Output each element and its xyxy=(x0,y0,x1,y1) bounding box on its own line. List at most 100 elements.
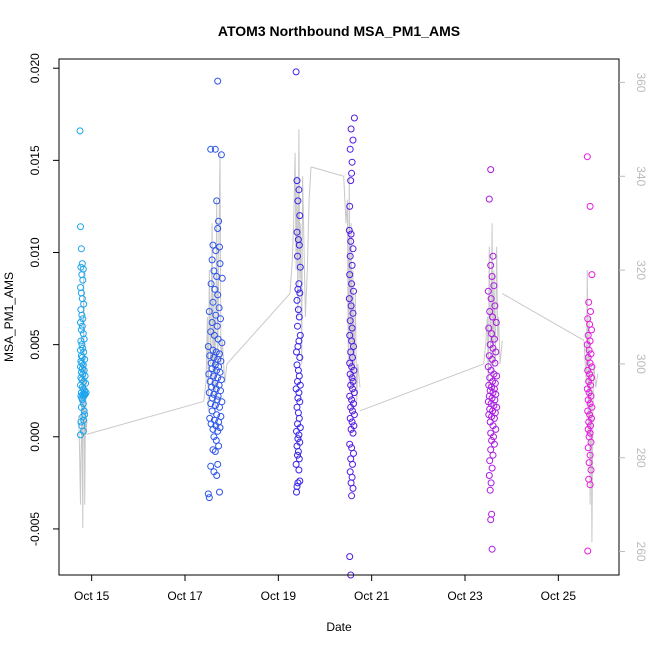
data-point xyxy=(587,308,594,315)
data-point xyxy=(296,381,304,389)
data-point xyxy=(293,296,301,304)
plot-frame xyxy=(58,58,620,576)
data-point xyxy=(80,300,88,308)
data-point xyxy=(346,440,354,448)
data-point xyxy=(485,195,493,203)
data-point xyxy=(587,422,594,430)
data-point xyxy=(348,324,356,332)
data-point xyxy=(77,431,84,439)
data-point xyxy=(584,331,592,339)
data-point xyxy=(346,359,354,367)
data-point xyxy=(346,370,354,378)
x-axis: Oct 15 Oct 17 Oct 19 Oct 21 Oct 23 Oct 25 xyxy=(74,575,576,603)
data-point xyxy=(348,492,356,500)
x-axis-label: Date xyxy=(326,620,352,634)
data-point xyxy=(347,177,355,185)
data-point xyxy=(205,308,213,315)
data-point xyxy=(588,363,596,371)
data-point xyxy=(293,177,301,185)
data-point xyxy=(584,407,592,415)
chart-title: ATOM3 Northbound MSA_PM1_AMS xyxy=(218,23,460,39)
data-point xyxy=(487,516,495,524)
data-point xyxy=(216,260,224,268)
data-point xyxy=(486,308,494,315)
data-point xyxy=(295,337,303,345)
data-point xyxy=(217,151,225,159)
data-point xyxy=(345,295,353,303)
data-point xyxy=(485,324,493,332)
data-point xyxy=(216,488,223,496)
data-point xyxy=(218,339,226,347)
y2-tick-label: 280 xyxy=(634,448,648,468)
data-point xyxy=(210,267,218,275)
data-point xyxy=(346,553,354,561)
y-tick-label: 0.010 xyxy=(28,237,42,267)
data-point xyxy=(585,389,593,397)
data-point xyxy=(349,407,356,415)
data-point xyxy=(218,274,226,282)
data-point xyxy=(346,145,354,153)
data-point xyxy=(77,337,85,345)
data-point xyxy=(294,409,302,417)
data-point xyxy=(489,252,497,260)
data-point xyxy=(487,479,495,487)
x-tick-label: Oct 25 xyxy=(541,589,577,603)
data-point xyxy=(586,429,594,437)
data-point xyxy=(293,427,300,435)
line-segment-3 xyxy=(343,176,361,411)
data-point xyxy=(210,354,218,361)
data-point xyxy=(348,363,356,371)
data-point xyxy=(349,245,357,253)
y-axis: -0.005 0.000 0.005 0.010 0.015 0.020 xyxy=(28,53,59,546)
data-point xyxy=(208,319,216,326)
data-point xyxy=(77,306,85,314)
data-point xyxy=(80,392,88,400)
data-point xyxy=(588,403,596,411)
data-point xyxy=(585,418,593,426)
data-point xyxy=(345,226,353,234)
data-point xyxy=(348,396,356,404)
data-point xyxy=(486,486,494,494)
data-point xyxy=(207,400,215,408)
data-point xyxy=(204,490,212,498)
data-point xyxy=(76,127,84,135)
data-point xyxy=(214,460,222,468)
x-tick-label: Oct 23 xyxy=(447,589,483,603)
data-point xyxy=(295,431,303,439)
data-point xyxy=(293,488,300,496)
data-point xyxy=(493,372,501,380)
data-point xyxy=(215,217,223,225)
secondary-line-series xyxy=(78,129,599,543)
data-point xyxy=(294,366,302,374)
data-point xyxy=(487,295,495,303)
data-point xyxy=(78,322,86,330)
data-point xyxy=(210,433,218,441)
data-point xyxy=(488,330,496,338)
data-point xyxy=(211,285,219,293)
data-point xyxy=(295,313,303,321)
data-point xyxy=(209,346,217,354)
data-point xyxy=(209,241,217,249)
data-point xyxy=(212,311,220,319)
data-point xyxy=(294,448,302,455)
data-point xyxy=(294,394,302,402)
y-tick-label: -0.005 xyxy=(28,512,42,546)
data-point xyxy=(216,424,224,432)
data-point xyxy=(296,289,304,297)
data-point xyxy=(209,298,217,306)
data-point xyxy=(486,457,494,465)
data-point xyxy=(585,298,593,306)
data-point xyxy=(209,446,217,454)
data-point xyxy=(214,291,222,299)
data-point xyxy=(350,343,357,350)
data-point xyxy=(347,230,355,238)
data-point xyxy=(349,385,356,393)
data-point xyxy=(348,418,356,426)
data-point xyxy=(77,284,84,291)
data-point xyxy=(214,77,222,85)
data-point xyxy=(349,309,357,317)
data-point xyxy=(346,271,354,279)
data-point xyxy=(211,145,219,153)
data-point xyxy=(350,366,358,374)
data-point xyxy=(587,438,595,446)
